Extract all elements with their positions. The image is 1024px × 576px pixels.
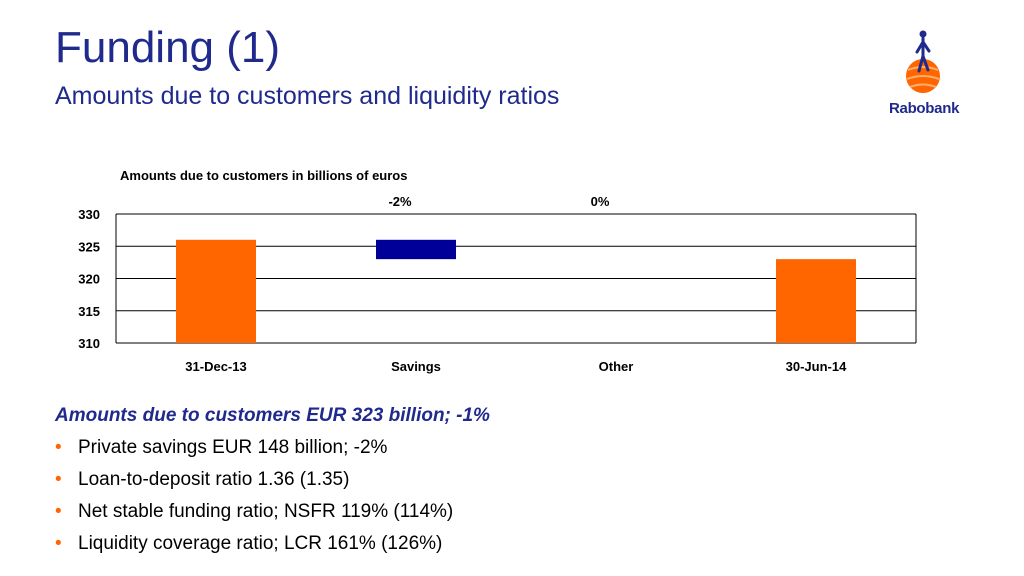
rabobank-logo-icon	[906, 30, 940, 93]
bullet-text: Net stable funding ratio; NSFR 119% (114…	[78, 501, 454, 522]
bullet-text: Liquidity coverage ratio; LCR 161% (126%…	[78, 533, 443, 554]
bullet-item-nsfr: • Net stable funding ratio; NSFR 119% (11…	[55, 497, 453, 529]
x-tick-label: 31-Dec-13	[185, 359, 246, 374]
chart-title: Amounts due to customers in billions of …	[120, 168, 407, 183]
bullet-item-loan-to-deposit: • Loan-to-deposit ratio 1.36 (1.35)	[55, 465, 453, 497]
bullet-dot-icon: •	[55, 533, 62, 554]
bullet-item-private-savings: • Private savings EUR 148 billion; -2%	[55, 433, 453, 465]
bullet-text: Loan-to-deposit ratio 1.36 (1.35)	[78, 469, 350, 490]
bullet-dot-icon: •	[55, 501, 62, 522]
page-title: Funding (1)	[55, 23, 281, 72]
y-tick-label: 330	[78, 207, 100, 222]
chart-bar	[776, 259, 856, 343]
bullet-dot-icon: •	[55, 469, 62, 490]
summary-headline: Amounts due to customers EUR 323 billion…	[55, 405, 490, 426]
bullet-text: Private savings EUR 148 billion; -2%	[78, 437, 388, 458]
data-label: -2%	[388, 194, 412, 209]
bullet-dot-icon: •	[55, 437, 62, 458]
y-tick-label: 315	[78, 304, 100, 319]
x-tick-label: Savings	[391, 359, 441, 374]
y-tick-label: 325	[78, 239, 100, 254]
chart-bar	[176, 239, 256, 343]
y-tick-label: 320	[78, 272, 100, 287]
data-label: 0%	[591, 194, 610, 209]
bullet-list: • Private savings EUR 148 billion; -2% • L…	[55, 433, 453, 561]
rabobank-logo-text: Rabobank	[889, 100, 960, 117]
x-tick-label: Other	[599, 359, 634, 374]
y-tick-label: 310	[78, 336, 100, 351]
x-tick-label: 30-Jun-14	[786, 359, 847, 374]
bullet-item-lcr: • Liquidity coverage ratio; LCR 161% (126…	[55, 529, 453, 561]
chart-bar	[376, 239, 456, 260]
funding-chart: Amounts due to customers in billions of …	[78, 168, 917, 374]
page-subtitle: Amounts due to customers and liquidity r…	[55, 82, 560, 110]
